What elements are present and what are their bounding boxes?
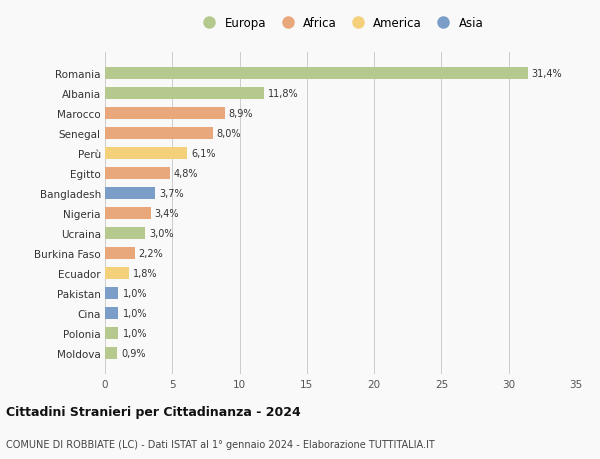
Bar	[105, 167, 170, 179]
Bar	[105, 207, 151, 219]
Bar	[105, 147, 187, 160]
Text: 8,9%: 8,9%	[229, 108, 253, 118]
Bar	[105, 267, 129, 280]
Text: 3,0%: 3,0%	[149, 229, 174, 238]
Text: 1,8%: 1,8%	[133, 269, 158, 278]
Text: 2,2%: 2,2%	[139, 248, 163, 258]
Bar	[105, 187, 155, 200]
Bar	[105, 227, 145, 240]
Text: Cittadini Stranieri per Cittadinanza - 2024: Cittadini Stranieri per Cittadinanza - 2…	[6, 405, 301, 419]
Text: 0,9%: 0,9%	[121, 348, 146, 358]
Text: 8,0%: 8,0%	[217, 129, 241, 139]
Text: COMUNE DI ROBBIATE (LC) - Dati ISTAT al 1° gennaio 2024 - Elaborazione TUTTITALI: COMUNE DI ROBBIATE (LC) - Dati ISTAT al …	[6, 440, 435, 449]
Text: 11,8%: 11,8%	[268, 89, 298, 99]
Text: 3,7%: 3,7%	[159, 189, 184, 198]
Bar	[105, 347, 117, 359]
Bar	[105, 287, 118, 300]
Text: 1,0%: 1,0%	[122, 308, 147, 319]
Text: 31,4%: 31,4%	[532, 68, 562, 78]
Bar	[105, 327, 118, 340]
Text: 6,1%: 6,1%	[191, 149, 215, 158]
Text: 3,4%: 3,4%	[155, 208, 179, 218]
Bar	[105, 247, 134, 260]
Legend: Europa, Africa, America, Asia: Europa, Africa, America, Asia	[194, 14, 487, 34]
Bar	[105, 87, 264, 100]
Bar	[105, 107, 225, 120]
Bar	[105, 67, 527, 80]
Text: 1,0%: 1,0%	[122, 328, 147, 338]
Text: 1,0%: 1,0%	[122, 288, 147, 298]
Bar	[105, 307, 118, 319]
Bar	[105, 127, 212, 140]
Text: 4,8%: 4,8%	[173, 168, 198, 179]
